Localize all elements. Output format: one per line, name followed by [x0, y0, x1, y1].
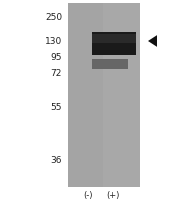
Text: 55: 55	[50, 103, 62, 112]
Text: 130: 130	[45, 37, 62, 46]
Bar	[92, 33, 136, 56]
Text: (-): (-)	[83, 191, 93, 200]
Bar	[68, 4, 102, 187]
Text: 250: 250	[45, 13, 62, 22]
Bar	[92, 35, 136, 44]
Bar	[92, 60, 128, 70]
Bar	[68, 4, 140, 187]
Polygon shape	[148, 36, 157, 48]
Text: (+): (+)	[106, 191, 120, 200]
Text: 72: 72	[51, 69, 62, 78]
Text: 36: 36	[50, 156, 62, 165]
Text: 95: 95	[50, 53, 62, 62]
